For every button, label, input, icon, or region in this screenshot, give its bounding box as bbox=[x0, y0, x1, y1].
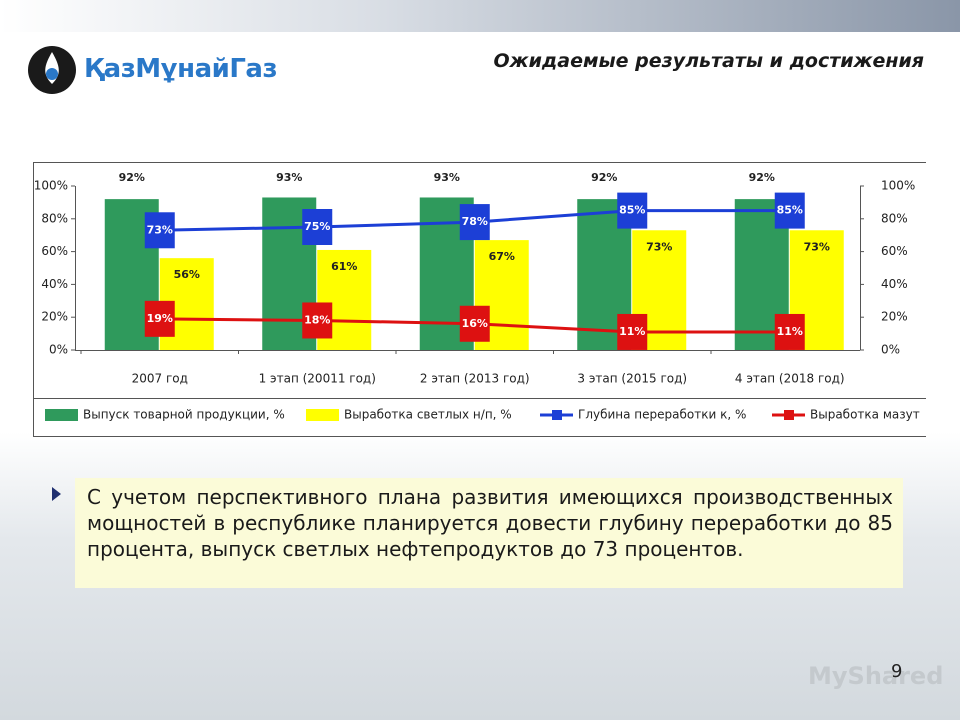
line-marker bbox=[774, 313, 805, 350]
bar-value-label: 93% bbox=[434, 171, 460, 184]
y2-tick-label: 40% bbox=[881, 277, 908, 291]
line-marker bbox=[302, 209, 333, 245]
x-tick-label: 3 этап (2015 год) bbox=[577, 372, 687, 386]
legend-swatch bbox=[306, 409, 339, 421]
x-tick-label: 2 этап (2013 год) bbox=[420, 372, 530, 386]
bar-value-label: 61% bbox=[331, 260, 357, 273]
line-value-label: 11% bbox=[777, 325, 803, 338]
legend-marker bbox=[552, 410, 562, 420]
line-value-label: 85% bbox=[619, 204, 645, 217]
x-tick-label: 2007 год bbox=[132, 372, 188, 386]
bar-value-label: 73% bbox=[646, 240, 672, 253]
line-value-label: 16% bbox=[462, 317, 488, 330]
legend-label: Глубина переработки к, % bbox=[578, 408, 746, 422]
y-tick-label: 0% bbox=[49, 343, 68, 357]
bar-value-label: 93% bbox=[276, 171, 302, 184]
line-marker bbox=[302, 302, 333, 339]
line-marker bbox=[144, 212, 175, 249]
watermark: MyShared bbox=[808, 662, 944, 690]
slide-title: Ожидаемые результаты и достижения bbox=[493, 50, 924, 72]
top-band bbox=[0, 0, 960, 32]
y2-tick-label: 100% bbox=[881, 179, 915, 193]
line-marker bbox=[774, 192, 805, 229]
line-value-label: 18% bbox=[304, 313, 330, 326]
legend-label: Выпуск товарной продукции, % bbox=[83, 408, 285, 422]
y-tick-label: 80% bbox=[41, 211, 68, 225]
bar-value-label: 56% bbox=[174, 268, 200, 281]
bar-value-label: 92% bbox=[591, 171, 617, 184]
logo-icon bbox=[28, 46, 76, 94]
line-marker bbox=[459, 204, 490, 241]
legend-marker bbox=[784, 410, 794, 420]
bar-value-label: 92% bbox=[119, 171, 145, 184]
y2-tick-label: 0% bbox=[881, 343, 900, 357]
line-marker bbox=[617, 192, 648, 229]
line-value-label: 11% bbox=[619, 325, 645, 338]
y-tick-label: 40% bbox=[41, 277, 68, 291]
line-value-label: 73% bbox=[147, 223, 173, 236]
bar-value-label: 67% bbox=[489, 250, 515, 263]
y-tick-label: 20% bbox=[41, 310, 68, 324]
bar-value-label: 92% bbox=[749, 171, 775, 184]
line-marker bbox=[144, 300, 175, 337]
bar-value-label: 73% bbox=[804, 240, 830, 253]
bullet-text: С учетом перспективного плана развития и… bbox=[75, 478, 903, 588]
x-tick-label: 1 этап (20011 год) bbox=[259, 372, 376, 386]
bullet-arrow bbox=[52, 487, 61, 501]
legend-label: Выработка светлых н/п, % bbox=[344, 408, 512, 422]
y2-tick-label: 20% bbox=[881, 310, 908, 324]
y-tick-label: 100% bbox=[34, 179, 68, 193]
legend-label: Выработка мазут bbox=[810, 408, 920, 422]
chart: 0% 20% 40% 60% 80% 100% 0% 20% 40% 60% 80% 100% 2007… bbox=[33, 162, 926, 437]
logo-text: ҚазМұнайГаз bbox=[84, 54, 278, 84]
legend-swatch bbox=[45, 409, 78, 421]
y2-tick-label: 80% bbox=[881, 211, 908, 225]
x-tick-label: 4 этап (2018 год) bbox=[735, 372, 845, 386]
line-value-label: 78% bbox=[462, 215, 488, 228]
y2-tick-label: 60% bbox=[881, 244, 908, 258]
page-number: 9 bbox=[891, 661, 903, 682]
line-value-label: 19% bbox=[147, 312, 173, 325]
line-value-label: 85% bbox=[777, 204, 803, 217]
line-marker bbox=[617, 313, 648, 350]
y-tick-label: 60% bbox=[41, 244, 68, 258]
line-marker bbox=[459, 305, 490, 342]
line-value-label: 75% bbox=[304, 220, 330, 233]
